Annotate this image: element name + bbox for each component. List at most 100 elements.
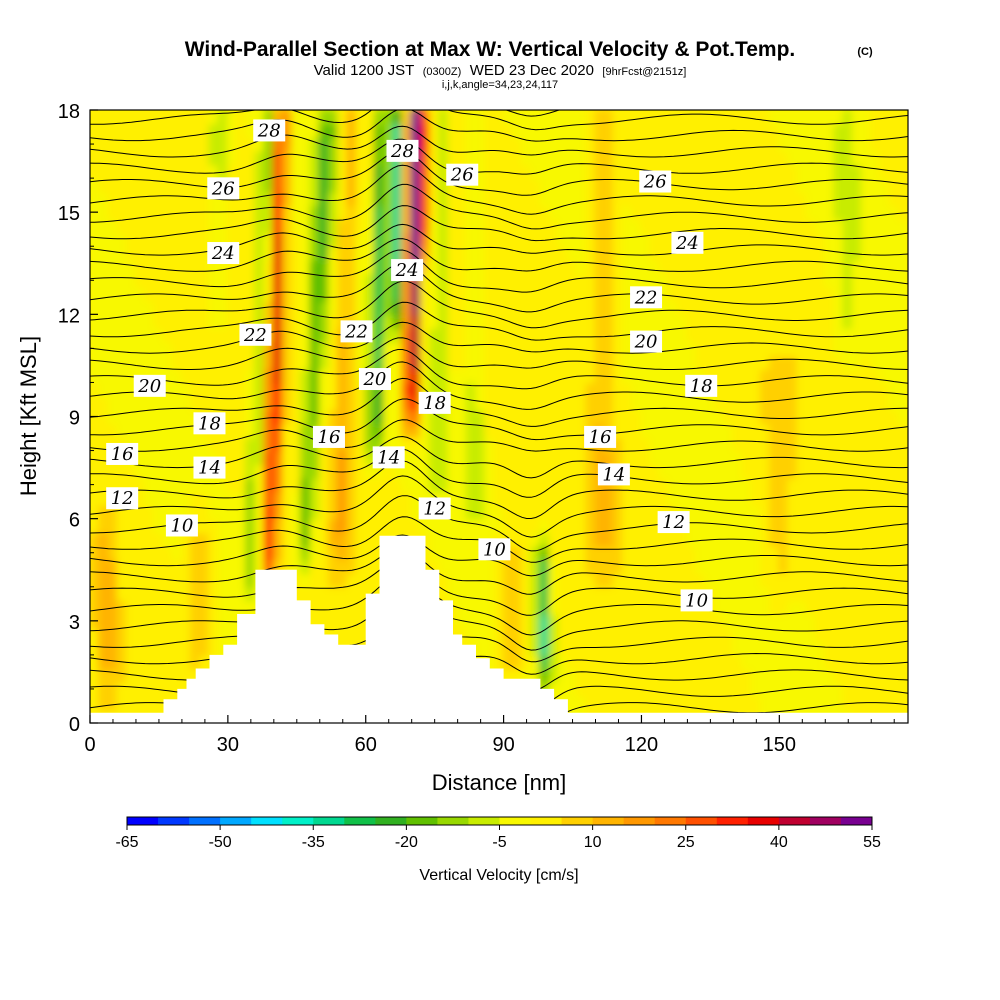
w-cell: [815, 544, 827, 561]
w-cell: [704, 626, 716, 643]
w-cell: [631, 217, 643, 234]
w-cell: [245, 177, 257, 193]
w-cell: [695, 694, 707, 711]
contour-label: 12: [106, 487, 139, 510]
w-cell: [475, 217, 487, 234]
w-cell: [429, 517, 441, 534]
w-cell: [493, 640, 505, 656]
w-cell: [107, 313, 119, 329]
w-cell: [723, 286, 735, 302]
w-cell: [419, 272, 432, 289]
w-cell: [842, 286, 854, 302]
colorbar-swatch: [251, 817, 283, 825]
w-cell: [401, 163, 413, 180]
w-cell: [695, 354, 707, 370]
w-cell: [447, 449, 459, 466]
w-cell: [162, 177, 174, 193]
w-cell: [723, 395, 735, 411]
w-cell: [263, 231, 275, 248]
w-cell: [530, 449, 542, 466]
w-cell: [511, 667, 523, 684]
w-cell: [190, 217, 202, 234]
colorbar-swatch: [840, 817, 873, 825]
w-cell: [695, 476, 707, 493]
w-cell: [134, 613, 147, 629]
w-cell: [309, 110, 321, 125]
w-cell: [107, 231, 119, 248]
w-cell: [190, 476, 202, 493]
w-cell: [870, 122, 882, 139]
w-cell: [465, 381, 478, 398]
w-cell: [116, 163, 128, 180]
w-cell: [116, 681, 128, 697]
w-cell: [668, 110, 680, 125]
w-cell: [318, 190, 330, 207]
w-cell: [594, 204, 606, 220]
w-cell: [245, 122, 257, 139]
w-cell: [493, 122, 505, 139]
w-cell: [759, 258, 772, 275]
w-cell: [272, 190, 285, 207]
w-cell: [511, 422, 523, 438]
w-cell: [125, 136, 137, 152]
w-cell: [723, 299, 735, 316]
theta-contour: [90, 337, 908, 370]
w-cell: [879, 313, 891, 329]
w-cell: [750, 544, 762, 561]
w-cell: [769, 190, 781, 207]
w-cell: [171, 435, 183, 452]
w-cell: [190, 299, 202, 316]
w-cell: [318, 408, 330, 425]
w-cell: [282, 558, 294, 575]
w-cell: [401, 313, 413, 329]
colorbar-swatch: [158, 817, 190, 825]
w-cell: [824, 613, 836, 629]
w-cell: [686, 136, 698, 152]
w-cell: [861, 340, 873, 357]
w-cell: [245, 531, 257, 547]
w-cell: [438, 531, 450, 547]
w-cell: [144, 217, 156, 234]
w-cell: [566, 299, 579, 316]
w-cell: [272, 272, 285, 289]
w-cell: [346, 272, 358, 289]
w-cell: [236, 163, 248, 180]
w-cell: [373, 136, 386, 152]
w-cell: [355, 395, 367, 411]
w-cell: [612, 149, 625, 166]
w-cell: [226, 544, 239, 561]
w-cell: [677, 286, 689, 302]
contour-label-text: 22: [344, 321, 368, 342]
w-cell: [649, 463, 661, 479]
w-cell: [373, 272, 386, 289]
w-cell: [373, 490, 386, 507]
w-cell: [769, 354, 781, 370]
w-cell: [658, 463, 671, 479]
w-cell: [116, 326, 128, 343]
w-cell: [364, 217, 376, 234]
w-cell: [769, 272, 781, 289]
w-cell: [530, 326, 542, 343]
w-cell: [208, 286, 220, 302]
w-cell: [741, 313, 753, 329]
w-cell: [419, 231, 432, 248]
w-cell: [300, 231, 312, 248]
w-cell: [585, 408, 597, 425]
w-cell: [815, 490, 827, 507]
w-cell: [778, 231, 790, 248]
w-cell: [373, 286, 386, 302]
w-cell: [272, 504, 285, 520]
w-cell: [107, 204, 119, 220]
w-cell: [888, 272, 900, 289]
w-cell: [787, 422, 799, 438]
w-cell: [493, 558, 505, 575]
w-cell: [180, 381, 193, 398]
w-cell: [842, 122, 854, 139]
w-cell: [805, 599, 818, 616]
w-cell: [640, 149, 652, 166]
theta-contour: [90, 475, 908, 538]
w-cell: [851, 613, 864, 629]
w-cell: [254, 204, 266, 220]
w-cell: [530, 640, 542, 656]
w-cell: [236, 599, 248, 616]
